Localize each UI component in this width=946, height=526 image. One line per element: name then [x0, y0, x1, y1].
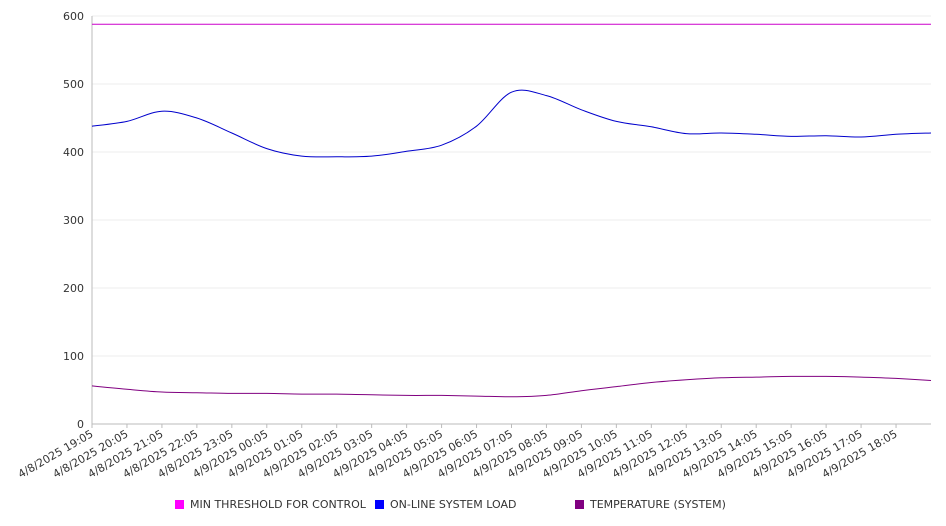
y-tick-label: 300	[63, 214, 84, 227]
y-tick-label: 500	[63, 78, 84, 91]
series-lines	[91, 23, 932, 398]
legend-swatch	[375, 500, 384, 509]
legend-label: ON-LINE SYSTEM LOAD	[390, 498, 517, 511]
y-tick-label: 600	[63, 10, 84, 23]
legend-label: MIN THRESHOLD FOR CONTROL	[190, 498, 366, 511]
legend-item-temperature[interactable]: TEMPERATURE (SYSTEM)	[575, 498, 726, 511]
legend-item-system-load[interactable]: ON-LINE SYSTEM LOAD	[375, 498, 516, 511]
y-axis-ticks: 0 100 200 300 400 500 600	[63, 10, 84, 431]
legend-swatch	[175, 500, 184, 509]
legend-label: TEMPERATURE (SYSTEM)	[590, 498, 726, 511]
line-chart: 0 100 200 300 400 500 600 4/8/2025 19:054/8/20…	[16, 10, 932, 481]
y-tick-label: 200	[63, 282, 84, 295]
legend-item-min-threshold[interactable]: MIN THRESHOLD FOR CONTROL	[175, 498, 366, 511]
grid-lines	[92, 15, 931, 357]
legend: MIN THRESHOLD FOR CONTROL ON-LINE SYSTEM…	[0, 498, 946, 514]
y-tick-label: 400	[63, 146, 84, 159]
y-tick-label: 0	[77, 418, 84, 431]
series-line-system-load	[91, 89, 932, 158]
series-line-temperature	[91, 375, 932, 398]
legend-swatch	[575, 500, 584, 509]
y-tick-label: 100	[63, 350, 84, 363]
x-axis-ticks: 4/8/2025 19:054/8/2025 20:054/8/2025 21:…	[16, 424, 900, 481]
